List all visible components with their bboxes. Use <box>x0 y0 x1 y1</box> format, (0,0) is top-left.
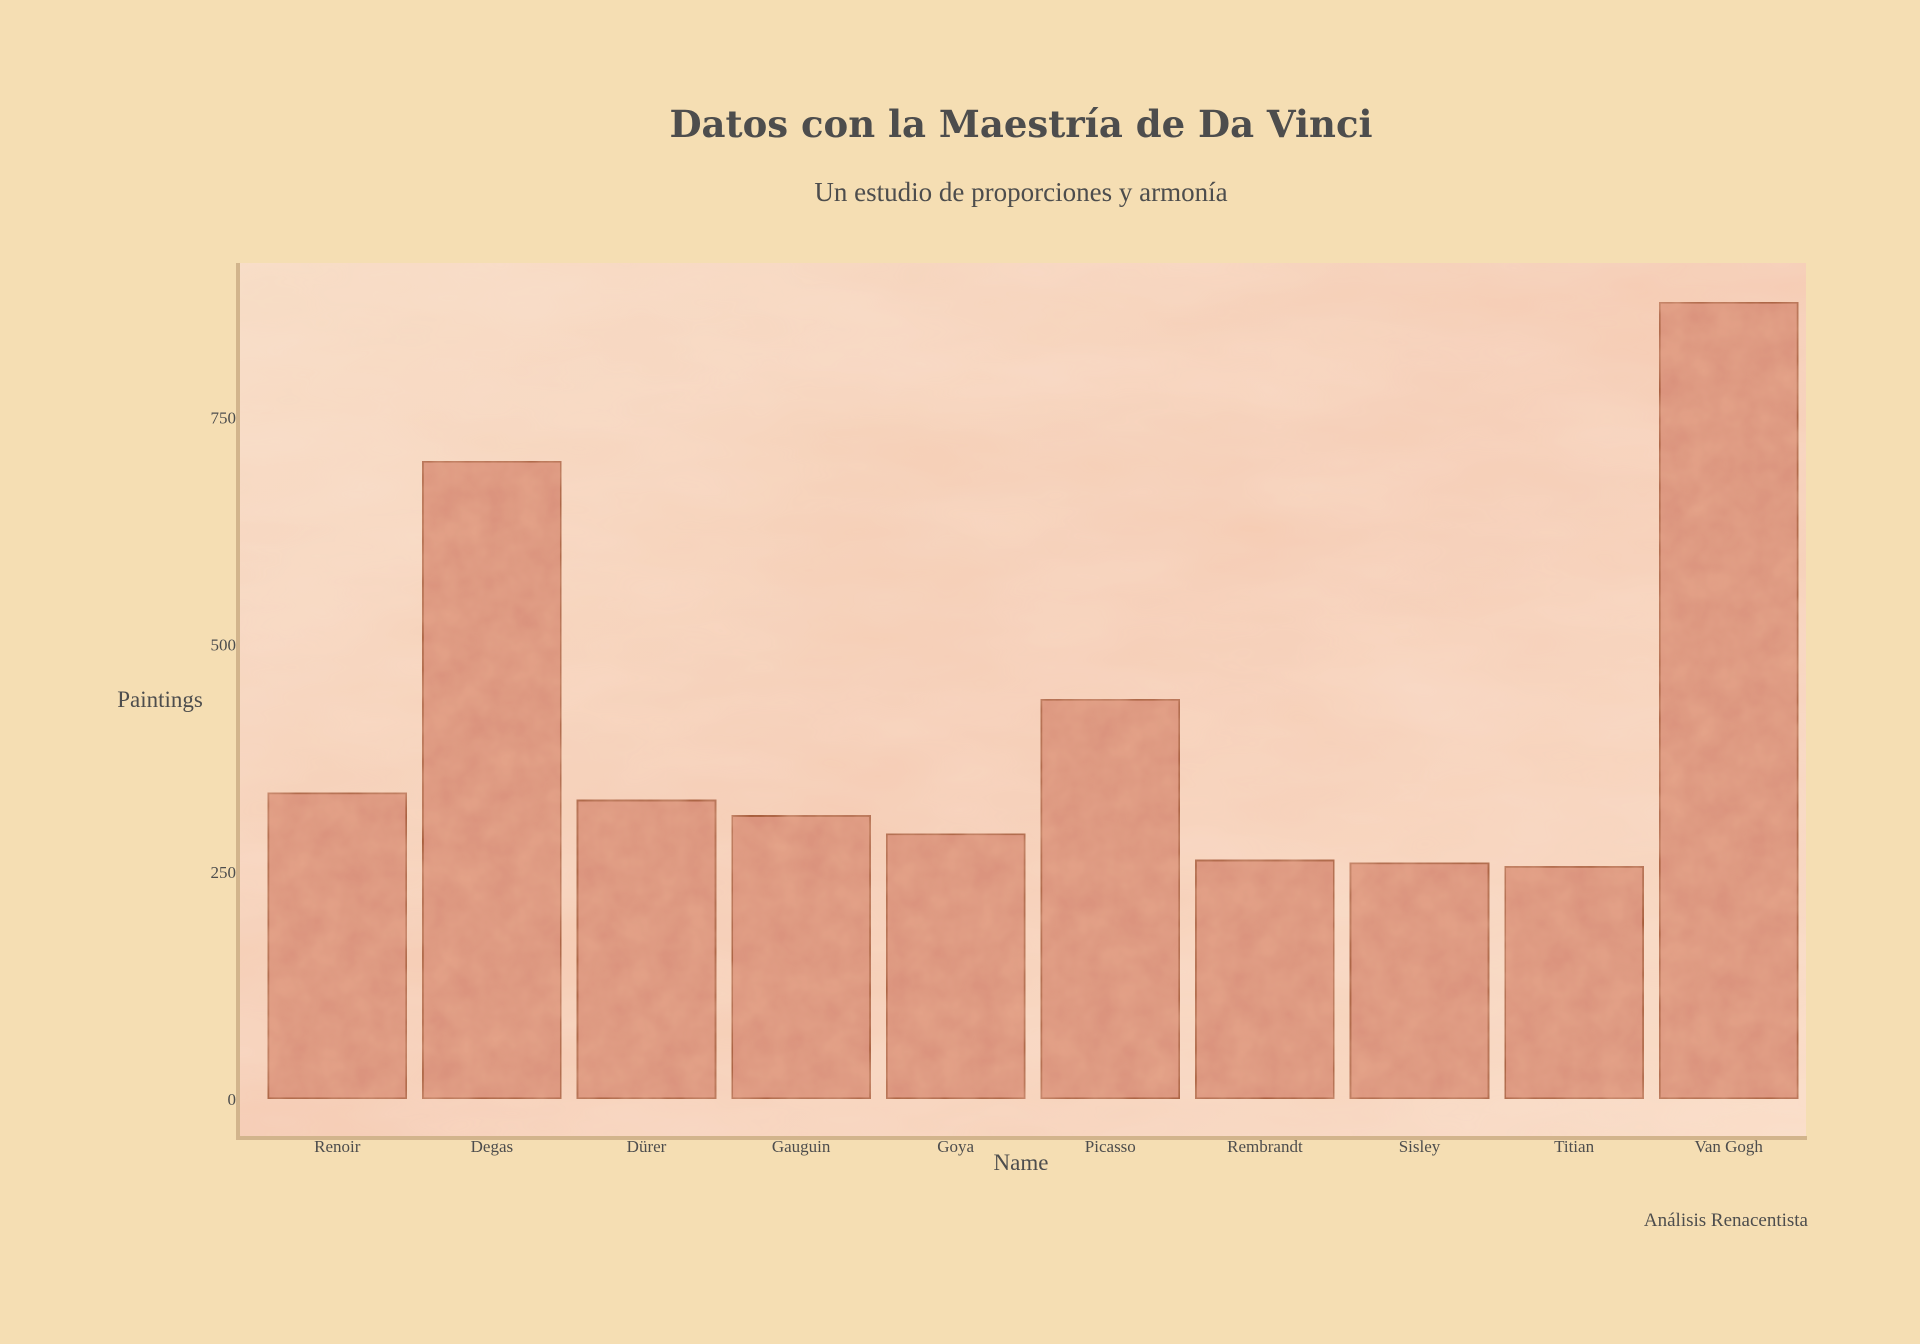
chart-subtitle: Un estudio de proporciones y armonía <box>814 177 1227 207</box>
bar-titian <box>1503 864 1646 1101</box>
x-ticks-layer: Renoir Degas Dürer Gauguin Goya Picasso Rembra… <box>314 1137 1763 1156</box>
y-axis-title: Paintings <box>117 687 203 712</box>
x-tick-label: Goya <box>937 1137 974 1156</box>
bar-sisley <box>1348 861 1491 1101</box>
bar-rembrandt <box>1193 858 1336 1101</box>
bar-picasso <box>1039 697 1182 1101</box>
x-tick-label: Picasso <box>1085 1137 1136 1156</box>
x-tick-label: Titian <box>1554 1137 1595 1156</box>
x-tick-label: Degas <box>471 1137 513 1156</box>
x-tick-label: Rembrandt <box>1227 1137 1303 1156</box>
bar-gauguin <box>730 813 873 1101</box>
y-ticks-layer: 0 250 500 750 <box>211 408 237 1108</box>
y-tick-label: 750 <box>211 408 237 427</box>
bar-degas <box>420 459 563 1101</box>
y-tick-label: 250 <box>211 863 237 882</box>
plot-area: 0 250 500 750 Renoir Degas Dürer Gauguin Goya Pi… <box>211 263 1807 1156</box>
x-tick-label: Renoir <box>314 1137 361 1156</box>
chart-caption: Análisis Renacentista <box>1644 1210 1809 1231</box>
chart-title: Datos con la Maestría de Da Vinci <box>669 102 1372 146</box>
bar-d-rer <box>575 798 718 1101</box>
bar-van-gogh <box>1657 300 1800 1101</box>
y-tick-label: 500 <box>211 636 237 655</box>
bar-renoir <box>266 791 409 1101</box>
bar-goya <box>884 832 1027 1101</box>
x-tick-label: Van Gogh <box>1694 1137 1763 1156</box>
x-axis-title: Name <box>994 1150 1049 1175</box>
y-tick-label: 0 <box>228 1090 237 1109</box>
x-tick-label: Dürer <box>627 1137 667 1156</box>
bars-layer <box>266 300 1800 1101</box>
x-tick-label: Gauguin <box>772 1137 831 1156</box>
x-tick-label: Sisley <box>1399 1137 1441 1156</box>
